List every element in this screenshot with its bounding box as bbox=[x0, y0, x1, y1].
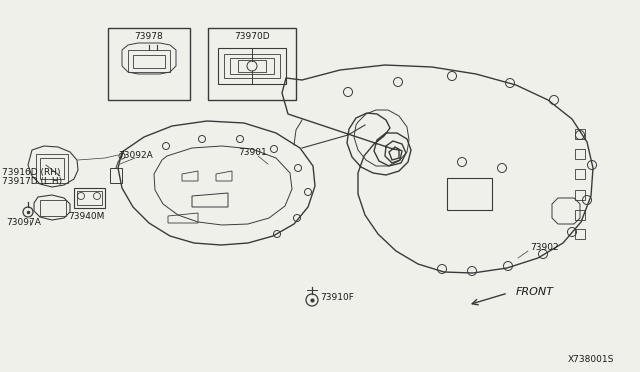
Text: 73910F: 73910F bbox=[320, 294, 354, 302]
Text: 73916D (RH): 73916D (RH) bbox=[2, 167, 61, 176]
Text: 73940M: 73940M bbox=[68, 212, 104, 221]
Text: 73092A: 73092A bbox=[118, 151, 153, 160]
Text: 73097A: 73097A bbox=[6, 218, 41, 227]
Text: 73917D (L.H): 73917D (L.H) bbox=[2, 176, 62, 186]
Text: 73978: 73978 bbox=[134, 32, 163, 41]
Text: X738001S: X738001S bbox=[568, 356, 614, 365]
Text: 73970D: 73970D bbox=[234, 32, 270, 41]
Text: 73901: 73901 bbox=[238, 148, 267, 157]
Text: FRONT: FRONT bbox=[516, 287, 554, 297]
Text: 73902: 73902 bbox=[530, 244, 559, 253]
